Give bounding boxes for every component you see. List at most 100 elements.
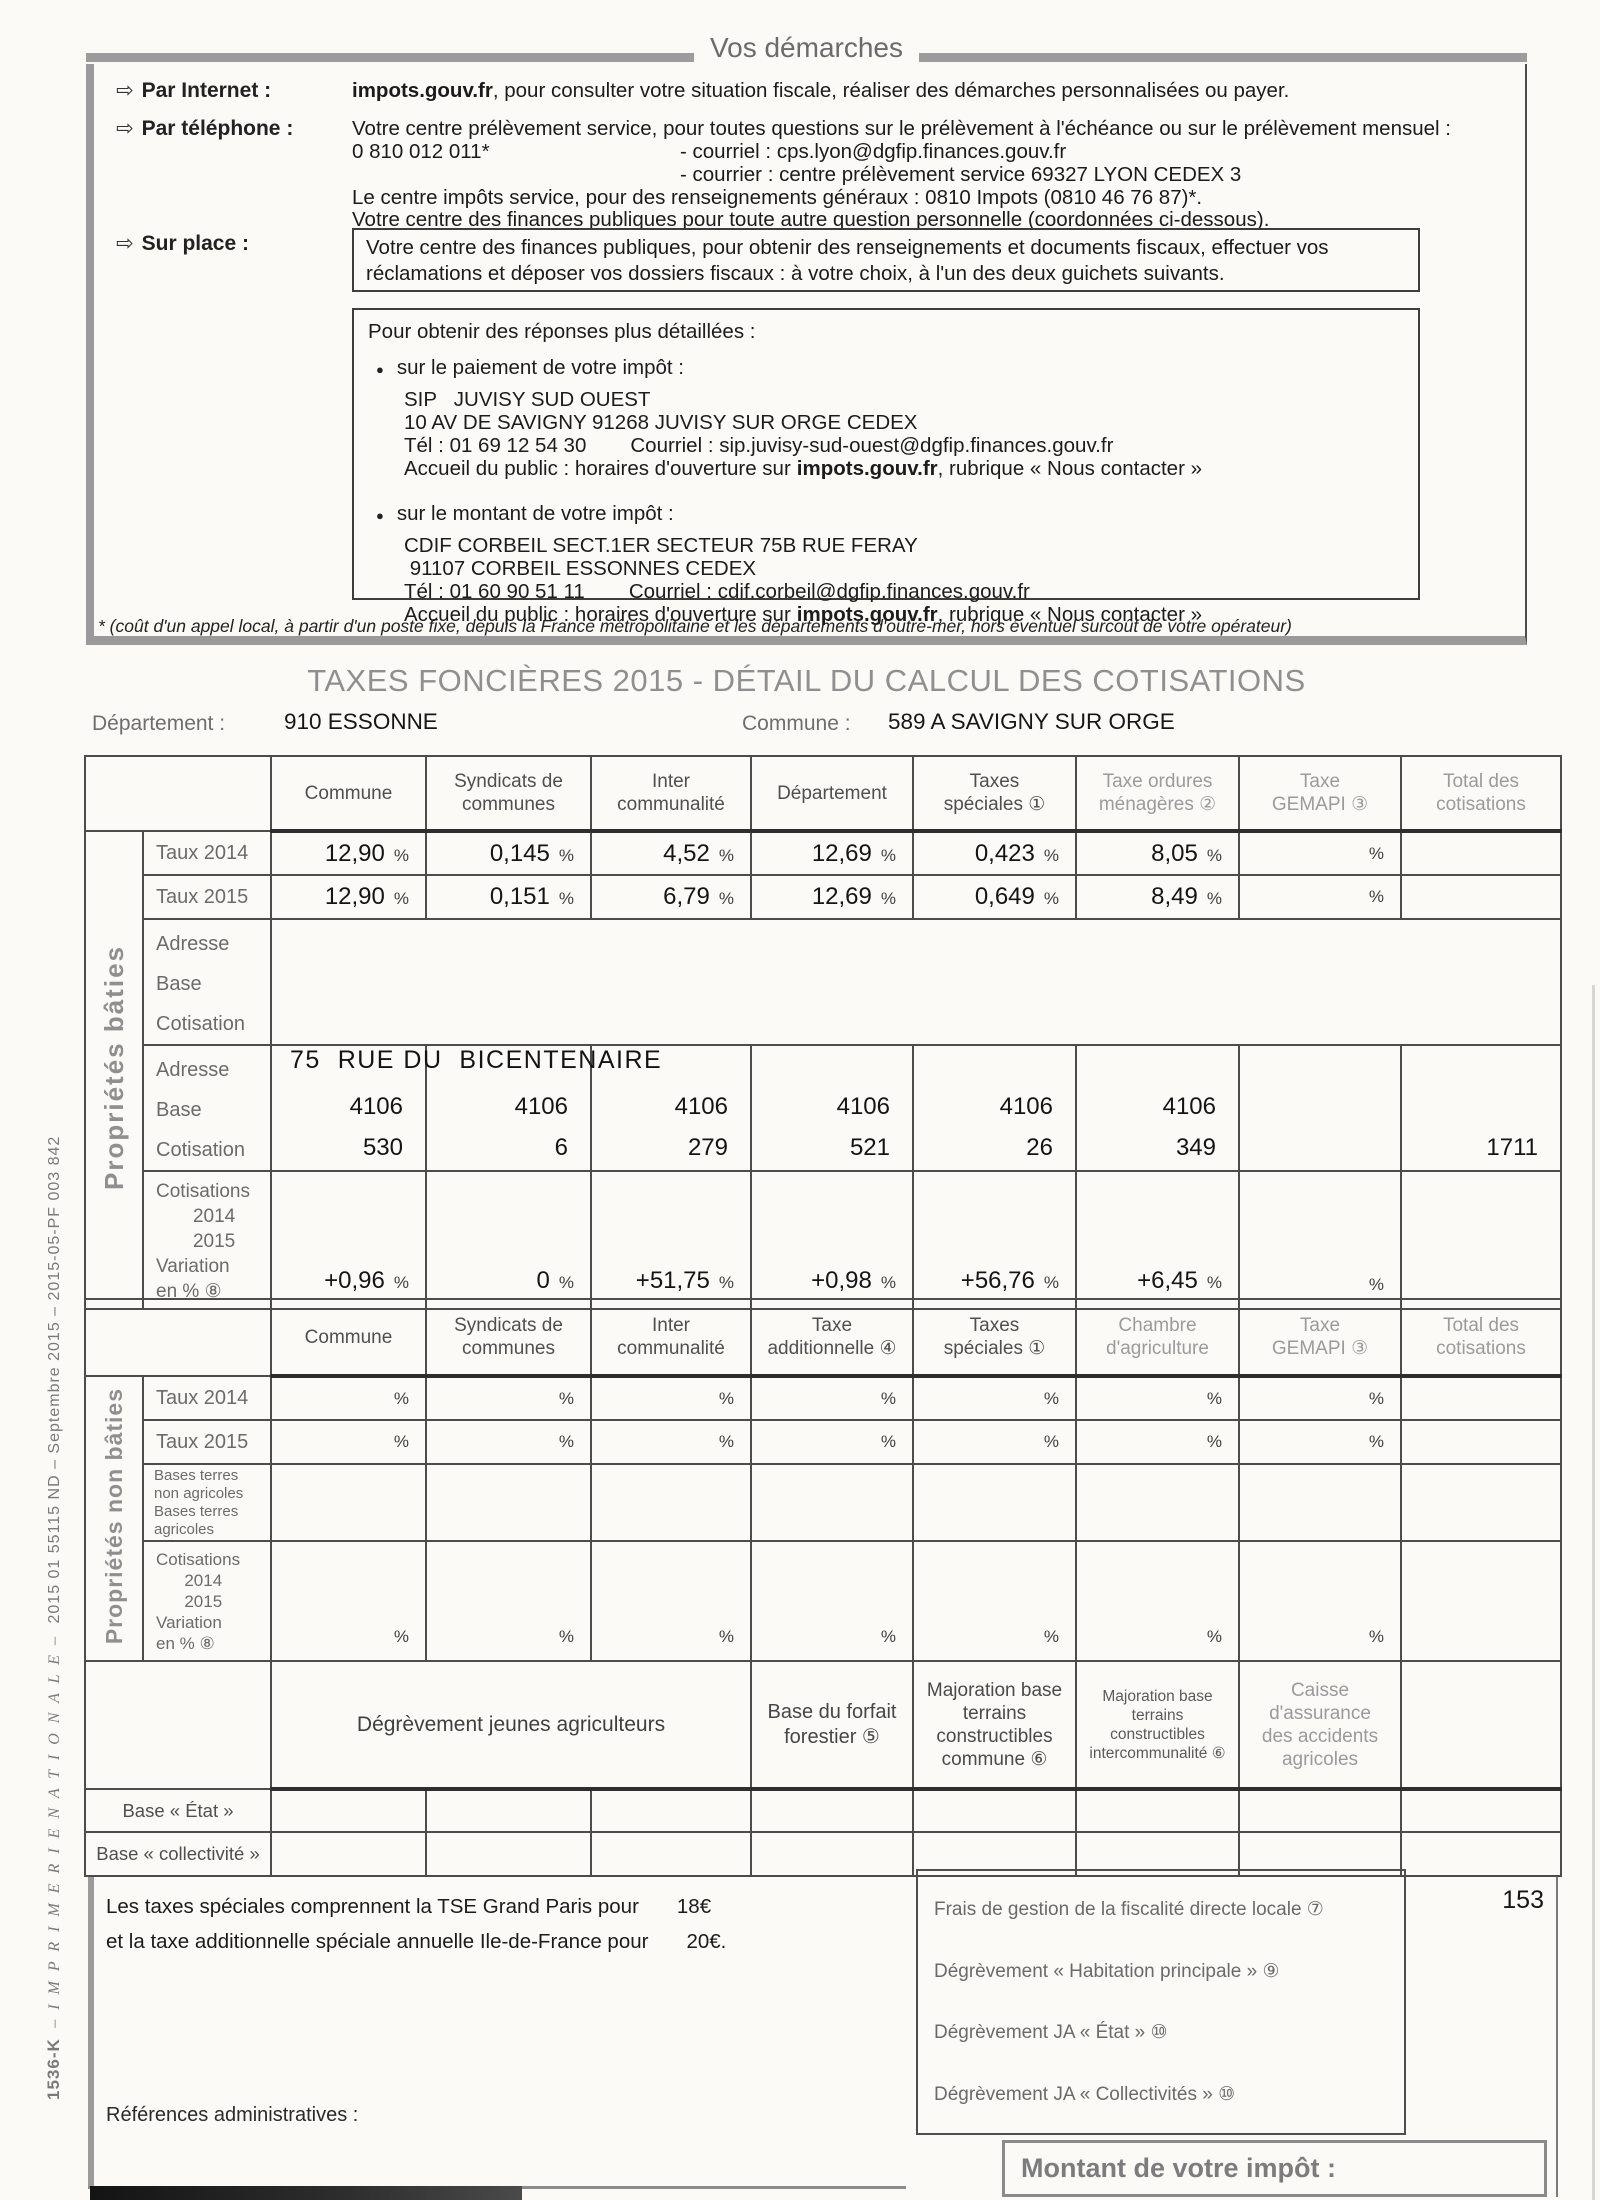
value-cell: 4106 26 — [912, 1044, 1077, 1172]
table-proprietes-baties: Commune Syndicats de communes Inter comm… — [84, 755, 1562, 1310]
value-cell: +56,76% — [912, 1170, 1077, 1310]
col-header-taxes-speciales: Taxes spéciales ① — [912, 1298, 1077, 1378]
col-header-gemapi: Taxe GEMAPI ③ — [1238, 1298, 1402, 1378]
value-cell: +0,98% — [750, 1170, 914, 1310]
value-cell: % — [1238, 1375, 1402, 1421]
empty-cell — [1400, 1463, 1562, 1542]
taux-2015-row: Taux 2015 % % % % % % % — [85, 1419, 1562, 1465]
page-title: TAXES FONCIÈRES 2015 - DÉTAIL DU CALCUL … — [307, 663, 1306, 698]
value-cell — [1400, 830, 1562, 876]
value-cell: 12,90% — [270, 874, 427, 920]
sip-accueil: Accueil du public : horaires d'ouverture… — [404, 457, 1202, 480]
banner-title: Vos démarches — [710, 32, 903, 63]
value-cell: 4,52% — [590, 830, 752, 876]
col-header-departement: Département — [750, 755, 914, 833]
row-label: Taux 2015 — [142, 874, 272, 920]
telephone-number: 0 810 012 011* — [352, 140, 490, 163]
telephone-line-1: Votre centre prélèvement service, pour t… — [352, 117, 1451, 140]
value-cell: 0% — [425, 1170, 592, 1310]
bases-terres-row: Bases terres non agricoles Bases terres … — [85, 1463, 1562, 1542]
section-label-baties: Propriétés bâties — [98, 945, 129, 1190]
row-label-variation: Cotisations 2014 2015 Variation en % ⑧ — [142, 1540, 272, 1662]
value-cell: 4106 521 — [750, 1044, 914, 1172]
internet-line: impots.gouv.fr, pour consulter votre sit… — [352, 79, 1290, 102]
value-cell: 4106 349 — [1075, 1044, 1240, 1172]
scan-edge-artifact — [1592, 985, 1595, 2200]
taux-2014-row: Propriétés bâties Taux 2014 12,90% 0,145… — [84, 830, 1562, 1310]
empty-cell — [750, 1831, 914, 1877]
value-cell: % — [425, 1419, 592, 1465]
courrier-line: - courrier : centre prélèvement service … — [680, 163, 1242, 186]
details-intro: Pour obtenir des réponses plus détaillée… — [368, 320, 756, 343]
col-header-total: Total des cotisations — [1400, 755, 1562, 833]
empty-cell — [1400, 1831, 1562, 1877]
value-cell: 0,649% — [912, 874, 1077, 920]
banner: Vos démarches — [86, 32, 1527, 64]
bottom-box-left-border — [88, 1877, 94, 2188]
col-header-majoration-commune: Majoration base terrains constructibles … — [912, 1660, 1077, 1791]
empty-cell — [1400, 1788, 1562, 1833]
degrevement-habitation-label: Dégrèvement « Habitation principale » ⑨ — [934, 1960, 1280, 1982]
value-cell — [1400, 1375, 1562, 1421]
frais-gestion-value: 153 — [1502, 1886, 1544, 1914]
internet-label: ⇨ Par Internet : — [116, 79, 272, 102]
table-proprietes-non-baties: Commune Syndicats de communes Inter comm… — [84, 1298, 1562, 1662]
print-reference: 2015 01 55115 ND – Septembre 2015 – 2015… — [46, 1135, 63, 1624]
printer-margin-note: 1536-K – I M P R I M E R I E N A T I O N… — [44, 1025, 64, 2100]
value-cell: % — [1075, 1540, 1240, 1662]
value-cell: % — [912, 1540, 1077, 1662]
col-header-empty — [1400, 1660, 1562, 1791]
col-header-total: Total des cotisations — [1400, 1298, 1562, 1378]
sip-name: SIP JUVISY SUD OUEST — [404, 388, 651, 411]
header-row: Commune Syndicats de communes Inter comm… — [84, 755, 1562, 833]
row-label-base-etat: Base « État » — [84, 1788, 272, 1833]
arrow-icon: ⇨ — [116, 79, 134, 102]
value-cell: 0,145% — [425, 830, 592, 876]
cdif-name: CDIF CORBEIL SECT.1ER SECTEUR 75B RUE FE… — [404, 534, 918, 557]
value-cell: 12,69% — [750, 830, 914, 876]
empty-cell — [912, 1463, 1077, 1542]
header-row: Commune Syndicats de communes Inter comm… — [84, 1298, 1562, 1378]
col-header-caisse-assurance: Caisse d'assurance des accidents agricol… — [1238, 1660, 1402, 1791]
value-cell: 0,423% — [912, 830, 1077, 876]
value-cell: 4106 6 — [425, 1044, 592, 1172]
degrevement-ja-header: Dégrèvement jeunes agriculteurs — [270, 1660, 752, 1791]
row-label: Taux 2015 — [142, 1419, 272, 1465]
empty-cell — [1075, 1788, 1240, 1833]
value-cell: % — [1238, 874, 1402, 920]
frais-gestion-box: Frais de gestion de la fiscalité directe… — [916, 1869, 1406, 2135]
scan-artifact-bar — [90, 2186, 522, 2200]
col-header-taxe-additionnelle: Taxe additionnelle ④ — [750, 1298, 914, 1378]
bullet-icon: ● — [376, 507, 384, 523]
empty-cell — [425, 1831, 592, 1877]
col-header-majoration-intercommunalite: Majoration base terrains constructibles … — [1075, 1660, 1240, 1791]
header-spacer — [84, 1298, 272, 1377]
value-cell: 12,90% — [270, 830, 427, 876]
base-etat-row: Base « État » — [84, 1788, 1562, 1833]
arrow-icon: ⇨ — [116, 232, 134, 255]
value-cell: % — [750, 1540, 914, 1662]
col-header-taxes-speciales: Taxes spéciales ① — [912, 755, 1077, 833]
value-cell: % — [1075, 1419, 1240, 1465]
empty-cell — [270, 918, 1562, 1046]
banner-rule-right — [919, 52, 1527, 62]
value-cell: % — [750, 1419, 914, 1465]
empty-cell — [590, 1788, 752, 1833]
sip-address: 10 AV DE SAVIGNY 91268 JUVISY SUR ORGE C… — [404, 411, 918, 434]
section-strip: Propriétés bâties — [84, 830, 144, 1310]
col-header-commune: Commune — [270, 755, 427, 833]
col-header-commune: Commune — [270, 1298, 427, 1378]
tse-line-1: Les taxes spéciales comprennent la TSE G… — [106, 1895, 712, 1918]
frais-gestion-label: Frais de gestion de la fiscalité directe… — [934, 1899, 1324, 1921]
empty-cell — [590, 1463, 752, 1542]
cdif-contact: Tél : 01 60 90 51 11 Courriel : cdif.corb… — [404, 580, 1030, 603]
value-cell: % — [1238, 830, 1402, 876]
col-header-ordures-menageres: Taxe ordures ménagères ② — [1075, 755, 1240, 833]
sur-place-label: ⇨ Sur place : — [116, 232, 249, 255]
printer-name: – I M P R I M E R I E N A T I O N A L E … — [46, 1633, 63, 2028]
cdif-address: 91107 CORBEIL ESSONNES CEDEX — [404, 557, 757, 580]
empty-cell — [1238, 1463, 1402, 1542]
montant-impot-label: Montant de votre impôt : — [1021, 2153, 1336, 2183]
bullet-icon: ● — [376, 361, 384, 377]
value-cell — [1400, 874, 1562, 920]
